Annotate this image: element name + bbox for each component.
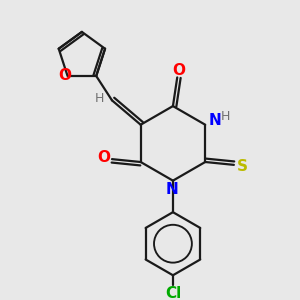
Text: S: S	[236, 159, 247, 174]
Text: H: H	[94, 92, 104, 105]
Text: O: O	[58, 68, 71, 83]
Text: O: O	[172, 63, 185, 78]
Text: H: H	[221, 110, 231, 123]
Text: Cl: Cl	[165, 286, 181, 300]
Text: N: N	[209, 113, 222, 128]
Text: N: N	[165, 182, 178, 197]
Text: O: O	[98, 150, 110, 165]
